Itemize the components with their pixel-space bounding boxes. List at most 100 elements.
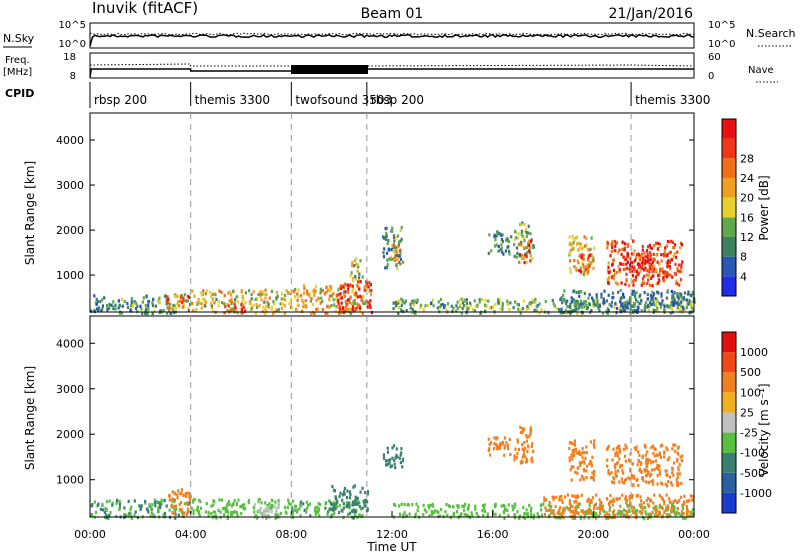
data-cell <box>146 507 149 511</box>
data-cell <box>530 458 533 462</box>
data-cell <box>656 247 660 251</box>
data-cell <box>654 509 658 514</box>
data-cell <box>572 246 575 251</box>
data-cell <box>593 506 596 510</box>
data-cell <box>159 309 162 313</box>
data-cell <box>176 496 179 500</box>
data-cell <box>525 234 528 238</box>
data-cell <box>442 305 446 310</box>
data-cell <box>360 507 363 511</box>
colorbar-swatch <box>722 237 736 257</box>
data-cell <box>346 504 349 508</box>
data-cell <box>629 307 632 311</box>
data-cell <box>179 492 182 496</box>
data-cell <box>548 514 551 518</box>
data-cell <box>406 503 409 507</box>
data-cell <box>231 512 234 516</box>
data-cell <box>664 272 667 277</box>
data-cell <box>308 502 312 506</box>
data-cell <box>173 505 176 509</box>
data-cell <box>652 252 655 256</box>
data-cell <box>342 290 346 294</box>
data-cell <box>467 503 471 507</box>
data-cell <box>242 305 245 309</box>
cpid-segment-label: rbsp 200 <box>371 93 424 107</box>
data-cell <box>392 245 395 250</box>
data-cell <box>321 288 324 293</box>
data-cell <box>167 297 170 302</box>
data-cell <box>91 503 94 507</box>
data-cell <box>666 448 669 452</box>
data-cell <box>252 303 255 307</box>
data-cell <box>666 484 669 488</box>
data-cell <box>532 449 535 453</box>
beam-title: Beam 01 <box>361 6 424 22</box>
data-cell <box>523 261 526 265</box>
data-cell <box>644 266 647 270</box>
data-cell <box>388 248 391 252</box>
data-cell <box>603 300 606 304</box>
data-cell <box>639 505 642 509</box>
data-cell <box>639 301 642 305</box>
data-cell <box>678 472 681 476</box>
data-cell <box>182 305 185 309</box>
data-cell <box>615 462 619 466</box>
data-cell <box>358 276 361 280</box>
data-cell <box>644 259 647 263</box>
data-cell <box>582 246 585 250</box>
nave-series <box>89 63 695 67</box>
data-cell <box>684 307 687 311</box>
data-cell <box>352 516 355 520</box>
data-cell <box>655 300 658 304</box>
data-cell <box>662 270 665 274</box>
data-cell <box>206 289 209 293</box>
data-cell <box>154 504 157 508</box>
data-cell <box>271 499 274 503</box>
data-cell <box>640 261 643 265</box>
data-cell <box>118 503 121 507</box>
data-cell <box>647 308 651 312</box>
data-cell <box>561 500 564 504</box>
data-cell <box>365 509 368 513</box>
data-cell <box>296 303 299 307</box>
data-cell <box>230 297 233 301</box>
data-cell <box>621 308 624 312</box>
data-cell <box>230 504 234 508</box>
data-cell <box>660 496 663 500</box>
data-cell <box>104 506 107 511</box>
data-cell <box>466 306 469 310</box>
data-cell <box>306 289 309 293</box>
data-cell <box>655 282 658 286</box>
data-cell <box>284 298 287 302</box>
data-cell <box>329 289 332 293</box>
data-cell <box>398 504 401 508</box>
data-cell <box>575 268 578 272</box>
data-cell <box>494 238 497 242</box>
data-cell <box>268 505 271 510</box>
data-cell <box>571 509 574 513</box>
data-cell <box>492 512 495 516</box>
data-cell <box>328 294 331 298</box>
data-cell <box>252 290 255 294</box>
data-cell <box>598 304 602 308</box>
data-cell <box>284 505 287 510</box>
data-cell <box>666 264 670 269</box>
data-cell <box>342 285 345 289</box>
data-cell <box>594 303 597 307</box>
data-cell <box>519 461 522 465</box>
data-cell <box>554 505 557 509</box>
data-cell <box>351 261 354 265</box>
data-cell <box>573 439 576 443</box>
data-cell <box>649 257 652 262</box>
data-cell <box>646 255 649 259</box>
data-cell <box>389 465 392 469</box>
data-cell <box>361 506 364 510</box>
data-cell <box>549 507 552 511</box>
data-cell <box>671 509 674 513</box>
data-cell <box>633 292 636 296</box>
data-cell <box>665 275 668 279</box>
data-cell <box>100 308 103 312</box>
data-cell <box>650 472 653 476</box>
data-cell <box>646 472 649 477</box>
data-cell <box>129 512 132 516</box>
